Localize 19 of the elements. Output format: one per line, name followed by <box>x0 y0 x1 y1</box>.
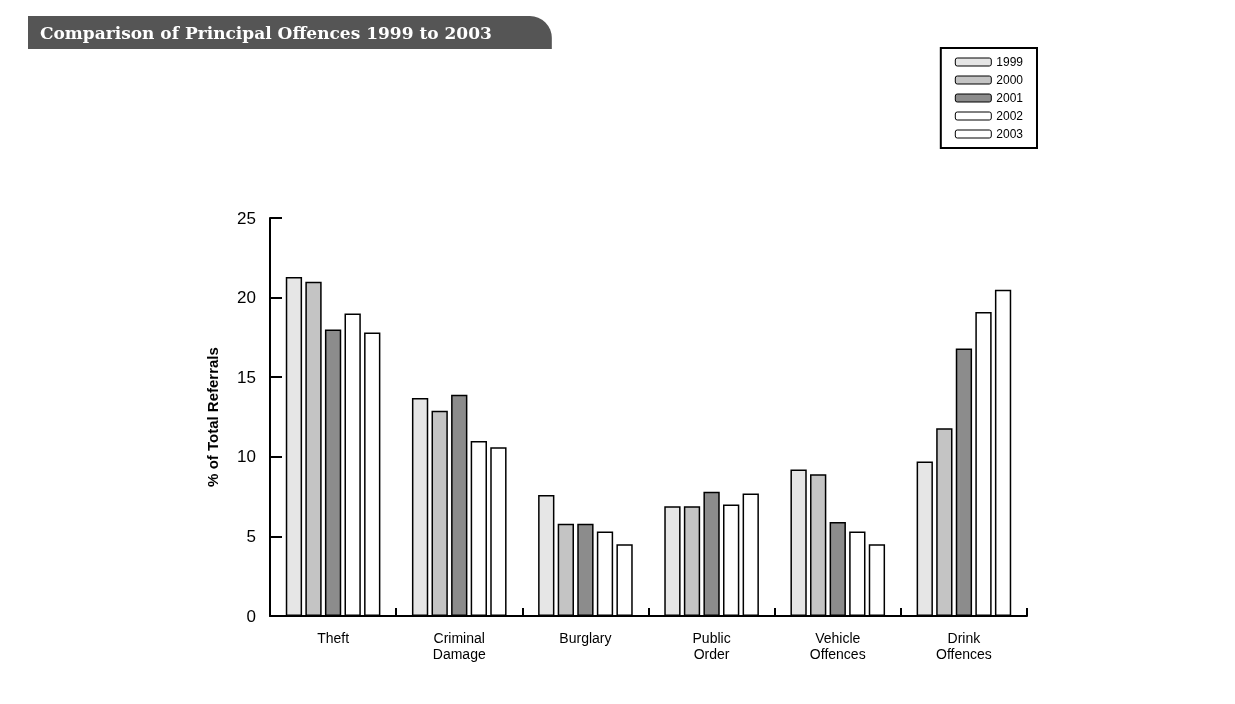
x-tick-label: Burglary <box>559 630 612 646</box>
legend-label: 2001 <box>996 91 1024 105</box>
y-tick-label: 10 <box>237 447 256 467</box>
chart-title: Comparison of Principal Offences 1999 to 2003 <box>40 22 492 43</box>
legend-label: 2000 <box>996 73 1024 87</box>
y-tick-label: 20 <box>237 288 256 308</box>
y-axis-title: % of Total Referrals <box>204 347 221 487</box>
x-tick-label: Theft <box>317 630 350 646</box>
legend-label: 2003 <box>996 127 1024 141</box>
x-tick-label: Vehicle Offences <box>809 630 866 662</box>
y-tick-label: 15 <box>237 367 256 387</box>
x-tick-label: Criminal Damage <box>432 630 486 662</box>
y-tick-label: 5 <box>246 526 256 546</box>
legend-label: 1999 <box>996 55 1024 69</box>
x-tick-label: Drink Offences <box>936 630 992 662</box>
y-tick-label: 25 <box>237 208 256 228</box>
legend-label: 2002 <box>996 109 1024 123</box>
y-tick-label: 0 <box>246 606 256 626</box>
x-tick-label: Public Order <box>692 630 731 662</box>
